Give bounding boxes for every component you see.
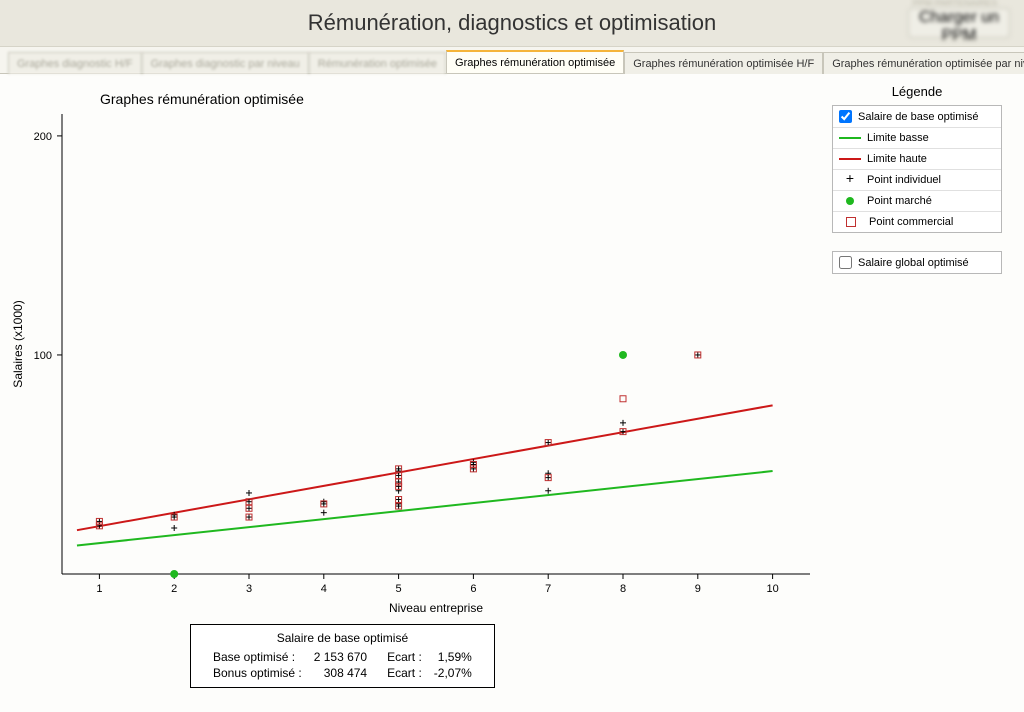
legend-group-global: Salaire global optimisé (832, 251, 1002, 274)
chart-area: 1 2 3 4 5 6 7 8 9 10 100 200 Niveau entreprise Salair… (0, 74, 1024, 712)
tab-strip: Graphes diagnostic H/FGraphes diagnostic… (0, 47, 1024, 74)
svg-text:1: 1 (96, 583, 102, 595)
summary-title: Salaire de base optimisé (207, 631, 478, 645)
svg-text:6: 6 (470, 583, 476, 595)
svg-text:7: 7 (545, 583, 551, 595)
checkbox-base-optimise[interactable] (839, 110, 852, 123)
summary-box: Salaire de base optimisé Base optimisé :… (190, 624, 495, 688)
svg-text:100: 100 (34, 350, 52, 362)
tab-3[interactable]: Graphes rémunération optimisée (446, 50, 624, 73)
tab-0[interactable]: Graphes diagnostic H/F (8, 52, 142, 74)
legend-item-2: +Point individuel (833, 170, 1001, 191)
summary-table: Base optimisé :2 153 670Ecart :1,59%Bonu… (207, 649, 478, 681)
svg-text:8: 8 (620, 583, 626, 595)
svg-text:Niveau entreprise: Niveau entreprise (389, 601, 483, 615)
legend: Légende Salaire de base optimisé Limite … (832, 84, 1002, 292)
legend-item-4: Point commercial (833, 212, 1001, 232)
legend-checkbox-base[interactable]: Salaire de base optimisé (833, 106, 1001, 128)
tab-4[interactable]: Graphes rémunération optimisée H/F (624, 52, 823, 74)
checkbox-global-optimise[interactable] (839, 256, 852, 269)
tab-1[interactable]: Graphes diagnostic par niveau (142, 52, 309, 74)
svg-text:200: 200 (34, 131, 52, 143)
app-header: Rémunération, diagnostics et optimisatio… (0, 0, 1024, 47)
summary-row-0: Base optimisé :2 153 670Ecart :1,59% (207, 649, 478, 665)
tab-5[interactable]: Graphes rémunération optimisée par nivea… (823, 52, 1024, 74)
svg-text:4: 4 (321, 583, 327, 595)
svg-text:9: 9 (695, 583, 701, 595)
svg-text:2: 2 (171, 583, 177, 595)
svg-text:Graphes rémunération optimisée: Graphes rémunération optimisée (100, 91, 304, 107)
svg-text:5: 5 (396, 583, 402, 595)
tab-2[interactable]: Rémunération optimisée (309, 52, 446, 74)
legend-checkbox-global[interactable]: Salaire global optimisé (833, 252, 1001, 273)
legend-item-1: Limite haute (833, 149, 1001, 170)
svg-text:Salaires (x1000): Salaires (x1000) (11, 300, 25, 387)
legend-title: Légende (832, 84, 1002, 99)
legend-group-base: Salaire de base optimisé Limite basseLim… (832, 105, 1002, 233)
page-title: Rémunération, diagnostics et optimisatio… (0, 0, 1024, 46)
svg-text:10: 10 (766, 583, 778, 595)
legend-item-0: Limite basse (833, 128, 1001, 149)
svg-text:3: 3 (246, 583, 252, 595)
load-ppm-button[interactable]: Charger un PPM (908, 8, 1010, 38)
legend-item-3: Point marché (833, 191, 1001, 212)
summary-row-1: Bonus optimisé :308 474Ecart :-2,07% (207, 665, 478, 681)
